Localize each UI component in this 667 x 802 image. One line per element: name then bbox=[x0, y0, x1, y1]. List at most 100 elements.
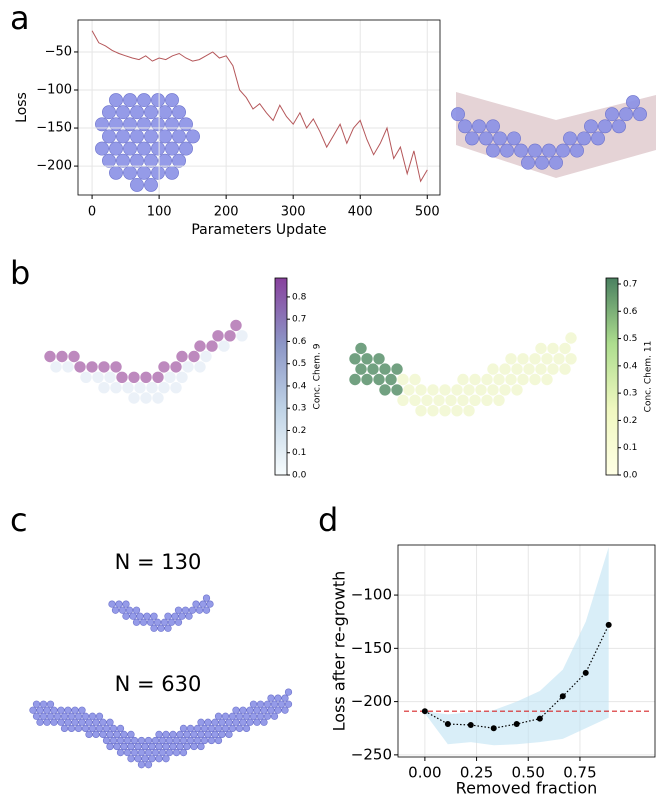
particle bbox=[256, 712, 265, 720]
particle bbox=[481, 373, 493, 386]
particle bbox=[463, 384, 475, 396]
particle bbox=[218, 730, 226, 739]
x-tick-label: 0.75 bbox=[563, 764, 596, 782]
particle bbox=[85, 718, 93, 726]
y-tick-label: −150 bbox=[36, 121, 72, 136]
particle bbox=[486, 143, 500, 158]
particle bbox=[29, 706, 37, 714]
particle bbox=[36, 706, 44, 714]
particle bbox=[200, 350, 212, 363]
particle bbox=[194, 361, 206, 373]
particle bbox=[171, 612, 179, 620]
particle bbox=[206, 340, 218, 352]
particle bbox=[409, 373, 421, 386]
particle bbox=[62, 361, 74, 373]
particle bbox=[179, 724, 188, 733]
particle bbox=[144, 761, 153, 769]
particle bbox=[179, 748, 188, 757]
particle bbox=[113, 730, 121, 739]
particle bbox=[355, 363, 367, 375]
data-point bbox=[421, 708, 428, 715]
colorbar-tick-label: 0.6 bbox=[623, 307, 638, 317]
particle bbox=[130, 153, 144, 168]
particle bbox=[535, 363, 547, 375]
particle bbox=[170, 382, 182, 394]
particle bbox=[144, 177, 158, 192]
particle bbox=[274, 694, 282, 702]
particle bbox=[129, 612, 137, 620]
plot-frame bbox=[77, 19, 441, 196]
particle bbox=[99, 730, 107, 739]
x-tick-label: 0 bbox=[88, 205, 96, 220]
particle bbox=[185, 612, 193, 620]
colorbar-tick-label: 0.3 bbox=[623, 389, 637, 399]
particle bbox=[451, 384, 463, 396]
particle bbox=[164, 624, 172, 632]
particle bbox=[427, 384, 439, 396]
particle bbox=[176, 371, 188, 383]
particle bbox=[102, 724, 111, 733]
particle bbox=[130, 177, 144, 192]
particle bbox=[146, 382, 158, 394]
particle bbox=[104, 371, 116, 383]
particle bbox=[110, 382, 122, 394]
particle bbox=[232, 718, 240, 726]
particle bbox=[242, 724, 251, 733]
particle bbox=[499, 363, 511, 375]
particle bbox=[619, 107, 633, 122]
particle bbox=[487, 363, 499, 375]
y-tick-label: −200 bbox=[351, 692, 392, 710]
particle bbox=[457, 394, 469, 406]
particle bbox=[141, 755, 149, 763]
x-tick-label: 0.25 bbox=[460, 764, 493, 782]
particle bbox=[267, 706, 275, 714]
particle bbox=[167, 618, 176, 626]
colorbar-tick-label: 0.0 bbox=[623, 471, 638, 481]
particle bbox=[141, 742, 149, 751]
particle bbox=[439, 384, 451, 396]
particle bbox=[499, 384, 511, 396]
particle bbox=[211, 718, 219, 726]
particle bbox=[165, 117, 179, 132]
particle bbox=[39, 712, 48, 720]
particle bbox=[109, 736, 118, 745]
particle bbox=[211, 730, 219, 739]
particle bbox=[263, 700, 272, 708]
particle bbox=[225, 730, 233, 739]
particle bbox=[190, 742, 198, 751]
particle bbox=[570, 143, 584, 158]
x-tick-label: 500 bbox=[415, 205, 440, 220]
particle bbox=[123, 736, 132, 745]
particle bbox=[106, 742, 114, 751]
particle bbox=[150, 624, 158, 632]
particle bbox=[102, 736, 111, 745]
particle bbox=[74, 724, 83, 733]
particle bbox=[228, 724, 237, 733]
particle bbox=[523, 363, 535, 375]
particle bbox=[92, 718, 100, 726]
particle bbox=[151, 736, 160, 745]
particle bbox=[190, 730, 198, 739]
x-tick-label: 200 bbox=[214, 205, 239, 220]
particle bbox=[169, 742, 177, 751]
particle bbox=[176, 730, 184, 739]
particle bbox=[507, 131, 521, 146]
particle bbox=[391, 384, 403, 396]
particle bbox=[140, 392, 152, 404]
particle bbox=[109, 93, 123, 108]
particle bbox=[553, 353, 565, 365]
particle bbox=[152, 371, 164, 383]
particle bbox=[64, 718, 72, 726]
particle bbox=[169, 730, 177, 739]
particle bbox=[267, 694, 275, 702]
particle bbox=[197, 730, 205, 739]
particle bbox=[221, 724, 230, 733]
particle bbox=[68, 350, 80, 363]
particle bbox=[500, 143, 514, 158]
particle bbox=[95, 724, 104, 733]
particle bbox=[228, 712, 237, 720]
particle bbox=[256, 700, 265, 708]
particle bbox=[170, 361, 182, 373]
particle bbox=[528, 143, 542, 158]
particle bbox=[563, 131, 577, 146]
